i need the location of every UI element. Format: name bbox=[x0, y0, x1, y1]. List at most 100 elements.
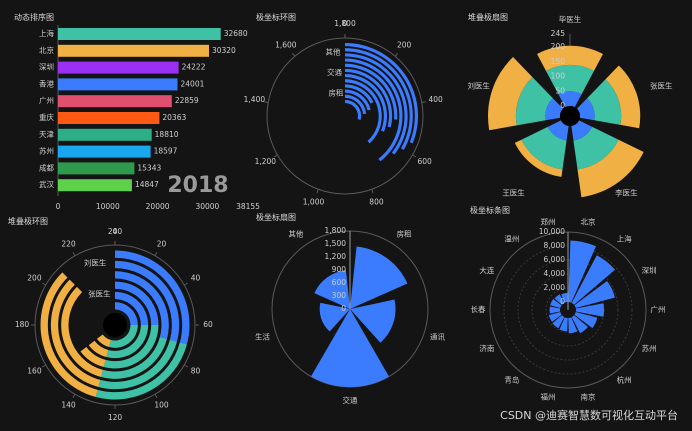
stack-fan-chart: 堆叠极扇图 张医生 李医生 王医生 刘医生 毕医生 0 50 100 150 200 245 bbox=[460, 0, 692, 215]
watermark: CSDN @迪赛智慧数可视化互动平台 bbox=[500, 409, 678, 422]
ring-tick-mark bbox=[316, 189, 319, 194]
fan-bar bbox=[515, 77, 553, 126]
sring-angle-tick: 180 bbox=[15, 320, 30, 329]
sring-bar bbox=[96, 334, 111, 348]
polar-ring-title: 极坐标环图 bbox=[256, 13, 296, 22]
city-bar bbox=[554, 294, 565, 305]
city-bar bbox=[568, 240, 596, 303]
fan-bar bbox=[558, 91, 582, 108]
ring-tick-mark bbox=[421, 101, 426, 103]
city-category-label: 济南 bbox=[479, 343, 494, 353]
fan-radius-tick: 0 bbox=[560, 101, 565, 110]
rank-value-label: 30320 bbox=[212, 46, 236, 55]
sring-angle-tick: 40 bbox=[191, 274, 201, 283]
city-category-label: 南京 bbox=[581, 392, 597, 402]
sring-tick-mark bbox=[42, 364, 46, 368]
rose-radius-tick: 1,800 bbox=[325, 226, 347, 235]
rank-category-label: 北京 bbox=[39, 45, 54, 55]
rank-category-label: 天津 bbox=[39, 130, 54, 139]
fan-bar bbox=[573, 126, 619, 170]
city-radius-tick: 2,000 bbox=[544, 283, 566, 292]
city-category-label: 福州 bbox=[540, 393, 555, 402]
city-category-label: 杭州 bbox=[617, 374, 632, 384]
rank-x-tick: 30000 bbox=[195, 202, 219, 211]
rank-bar bbox=[58, 162, 135, 175]
ring-bar bbox=[345, 84, 374, 104]
rose-title: 极坐标扇图 bbox=[256, 213, 296, 222]
rank-bar bbox=[58, 28, 221, 40]
city-grid-ring bbox=[517, 259, 619, 361]
ring-tick-mark bbox=[394, 52, 399, 57]
rose-radius-tick: 1,200 bbox=[325, 252, 347, 261]
city-bar bbox=[574, 281, 615, 308]
sring-bar bbox=[80, 347, 106, 368]
city-polar-title: 极坐标条图 bbox=[470, 206, 510, 215]
sring-angle-tick: 0 bbox=[113, 227, 118, 236]
rank-value-label: 18597 bbox=[154, 147, 178, 156]
city-radius-tick: 8,000 bbox=[544, 241, 566, 250]
sring-bar bbox=[101, 337, 167, 379]
sring-angle-tick: 140 bbox=[61, 401, 76, 410]
rank-value-label: 22859 bbox=[175, 96, 199, 105]
sring-bar bbox=[115, 281, 159, 325]
rose-bar bbox=[350, 299, 396, 343]
city-category-label: 深圳 bbox=[642, 265, 657, 275]
rose-category-label: 生活 bbox=[255, 331, 270, 341]
rank-x-tick: 10000 bbox=[96, 202, 120, 211]
rank-bar bbox=[58, 112, 160, 124]
city-category-label: 北京 bbox=[581, 216, 597, 226]
rank-value-label: 14847 bbox=[135, 180, 159, 189]
city-radius-tick: 6,000 bbox=[544, 255, 566, 264]
ring-category-label: 房租 bbox=[328, 88, 343, 98]
sring-angle-tick: 240 bbox=[108, 227, 123, 236]
sring-bar bbox=[95, 342, 187, 400]
fan-radius-tick: 200 bbox=[551, 42, 566, 51]
rose-radius-tick: 0 bbox=[341, 304, 346, 313]
fan-bar bbox=[514, 139, 563, 177]
ring-tick-mark bbox=[273, 154, 278, 158]
fan-bar bbox=[545, 64, 595, 95]
ring-tick-mark bbox=[264, 101, 269, 103]
fan-bar bbox=[577, 139, 644, 198]
ring-category-label: 交通 bbox=[327, 67, 342, 77]
rank-bar bbox=[58, 61, 179, 74]
rank-category-label: 香港 bbox=[39, 78, 54, 88]
city-category-label: 青岛 bbox=[504, 374, 519, 384]
stack-fan-title: 堆叠极扇图 bbox=[468, 13, 508, 22]
rank-x-tick: 38155 bbox=[236, 202, 260, 211]
fan-bar bbox=[488, 57, 533, 131]
fan-category-label: 刘医生 bbox=[467, 80, 490, 90]
rank-category-label: 苏州 bbox=[39, 146, 54, 156]
sring-bar bbox=[115, 291, 149, 325]
rose-category-label: 其他 bbox=[288, 229, 303, 239]
sring-angle-tick: 160 bbox=[27, 367, 42, 376]
city-bar bbox=[550, 298, 562, 308]
sring-angle-tick: 20 bbox=[157, 239, 167, 248]
sring-bar bbox=[115, 250, 190, 345]
fan-category-label: 毕医生 bbox=[559, 14, 582, 24]
city-radius-tick: 4,000 bbox=[544, 269, 566, 278]
rank-category-label: 武汉 bbox=[39, 179, 54, 189]
city-bar bbox=[561, 292, 568, 303]
sring-bar bbox=[98, 339, 177, 390]
rank-category-label: 上海 bbox=[39, 28, 54, 38]
ring-tick-mark bbox=[412, 154, 417, 158]
ring-bar bbox=[345, 74, 387, 132]
ring-angle-tick: 1,400 bbox=[244, 95, 266, 104]
rank-value-label: 24222 bbox=[182, 63, 206, 72]
sring-angle-tick: 200 bbox=[27, 274, 42, 283]
sring-category-label: 刘医生 bbox=[84, 258, 107, 268]
city-bar bbox=[575, 303, 605, 317]
fan-bar bbox=[576, 98, 595, 121]
rose-bar bbox=[314, 270, 350, 309]
city-category-label: 郑州 bbox=[540, 216, 555, 226]
sring-angle-tick: 120 bbox=[108, 413, 123, 422]
sring-angle-tick: 60 bbox=[203, 320, 213, 329]
polar-ring-svg: 0 200 400 600 800 1,000 1,200 1,400 1,600 1,800 房租… bbox=[244, 19, 443, 206]
fan-category-label: 张医生 bbox=[650, 80, 673, 90]
rank-chart: 动态排序图 上海 32680 北京 30320 深圳 24222 香港 24001 广州 2285… bbox=[0, 0, 270, 215]
ring-category-label: 其他 bbox=[326, 46, 341, 56]
rose-bar bbox=[350, 246, 408, 309]
sring-tick-mark bbox=[154, 394, 158, 398]
